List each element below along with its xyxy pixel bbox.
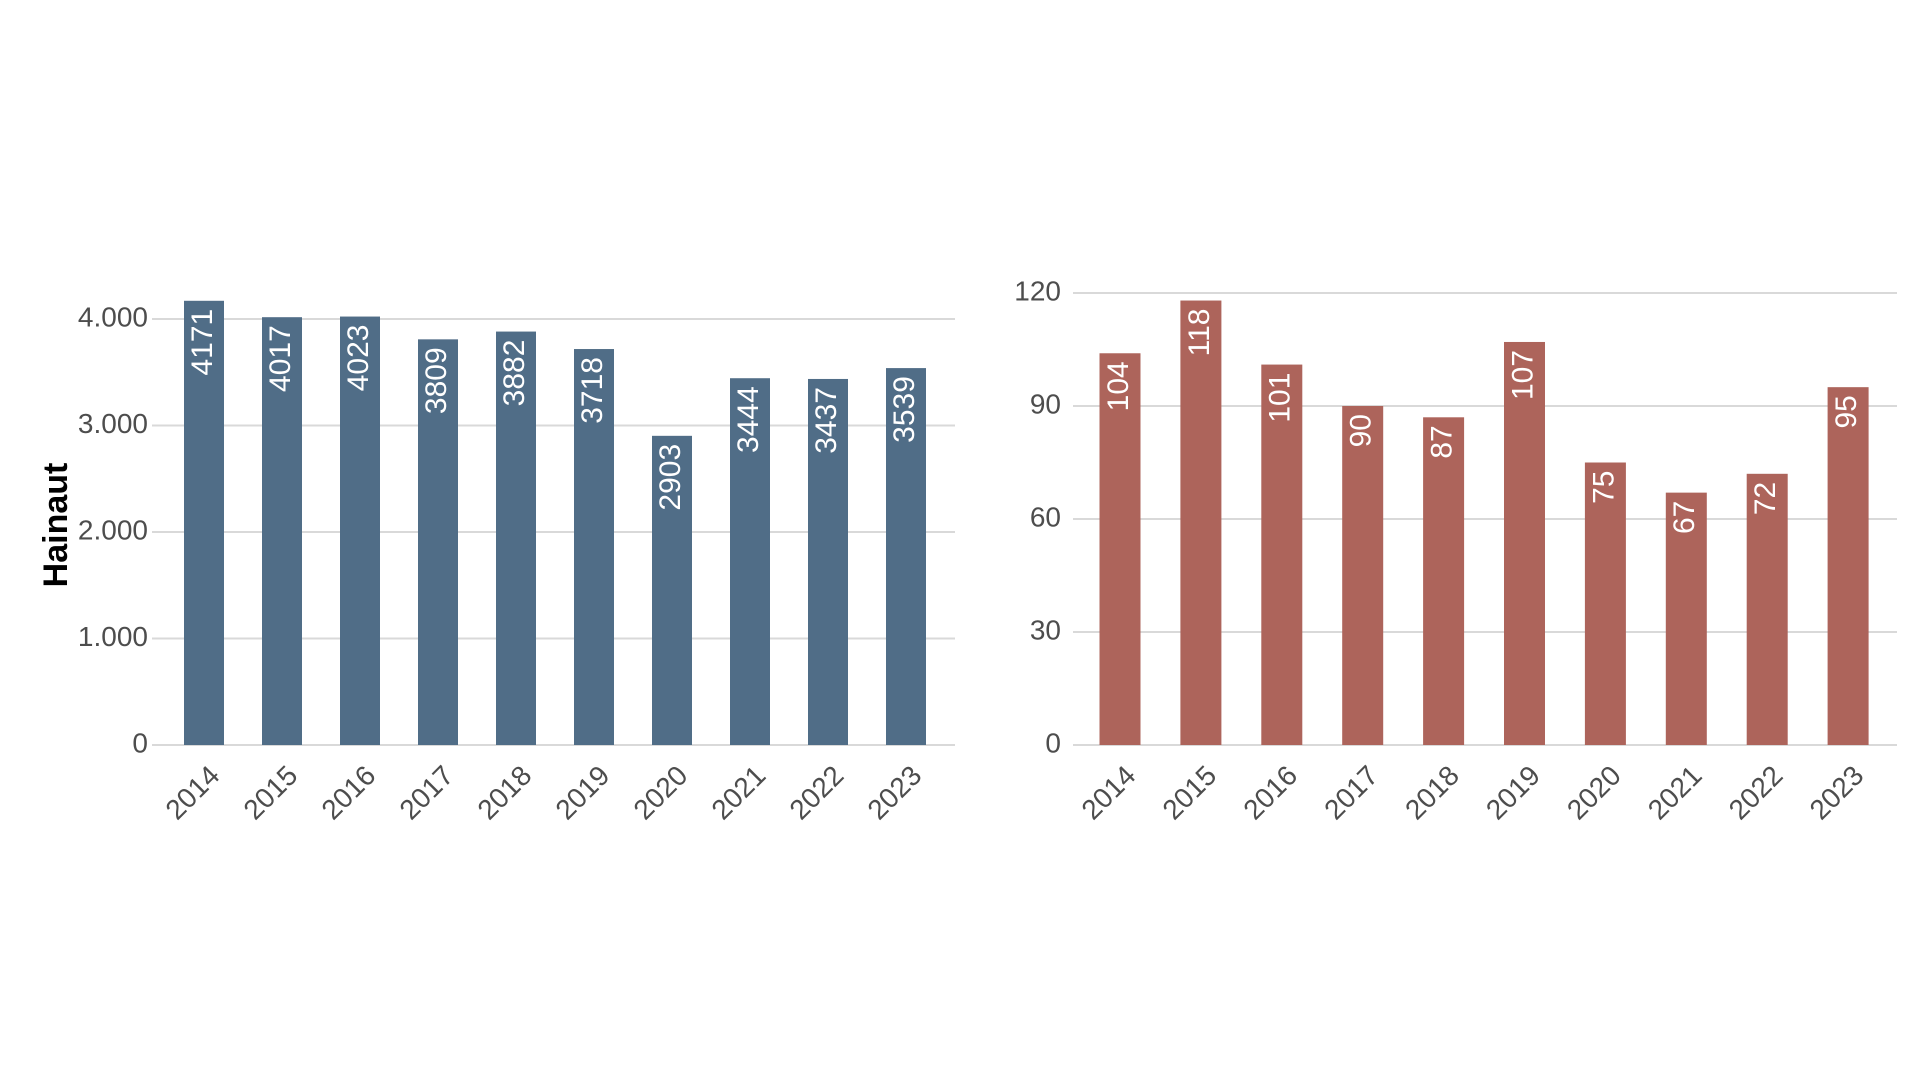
bar: [340, 316, 380, 745]
bar: [808, 378, 848, 745]
bar-value-label: 67: [1668, 501, 1701, 534]
bar: [1746, 473, 1788, 745]
y-tick-label: 120: [1014, 275, 1061, 306]
x-tick-label: 2018: [1399, 760, 1465, 826]
bar-value-label: 87: [1426, 425, 1459, 458]
y-tick-label: 4.000: [78, 301, 148, 332]
bar: [496, 331, 536, 745]
bar-value-label: 4171: [186, 309, 219, 376]
x-tick-label: 2021: [705, 760, 771, 826]
bar-value-label: 3809: [420, 347, 453, 414]
bar: [1180, 300, 1222, 745]
bar-value-label: 104: [1102, 361, 1135, 411]
bar: [574, 349, 614, 745]
x-tick-label: 2018: [471, 760, 537, 826]
x-tick-label: 2014: [1075, 760, 1141, 826]
x-tick-label: 2017: [393, 760, 459, 826]
y-tick-label: 3.000: [78, 408, 148, 439]
bar-value-label: 75: [1587, 471, 1620, 504]
bar-value-label: 95: [1830, 395, 1863, 428]
x-tick-label: 2015: [1156, 760, 1222, 826]
y-tick-label: 1.000: [78, 621, 148, 652]
x-tick-label: 2019: [1480, 760, 1546, 826]
bar: [418, 339, 458, 745]
x-tick-label: 2023: [1804, 760, 1870, 826]
x-tick-label: 2022: [1723, 760, 1789, 826]
bar: [1342, 406, 1384, 745]
x-tick-label: 2020: [1561, 760, 1627, 826]
bar-value-label: 3539: [888, 376, 921, 443]
x-tick-label: 2019: [549, 760, 615, 826]
bar-value-label: 3882: [498, 340, 531, 407]
bar: [886, 368, 926, 745]
bar-value-label: 3718: [576, 357, 609, 424]
x-tick-label: 2015: [237, 760, 303, 826]
chart-panel-hainaut-left: 4171 4017 4023 3809 3882 3718 2903 3444 3437 3539…: [37, 300, 955, 826]
y-axis-title: Hainaut: [37, 463, 75, 588]
x-tick-label: 2017: [1318, 760, 1384, 826]
bar: [652, 435, 692, 745]
bar: [1261, 364, 1303, 745]
x-tick-label: 2023: [861, 760, 927, 826]
bar: [1665, 492, 1707, 745]
x-tick-label: 2014: [159, 760, 225, 826]
x-tick-label: 2022: [783, 760, 849, 826]
bar: [262, 317, 302, 745]
bar: [1423, 417, 1465, 745]
bar-value-label: 118: [1183, 309, 1216, 357]
bar: [184, 300, 224, 745]
bar: [1827, 387, 1869, 745]
bar-value-label: 2903: [654, 444, 687, 511]
y-tick-label: 90: [1030, 388, 1061, 419]
y-tick-label: 0: [1045, 727, 1061, 758]
y-tick-label: 0: [132, 727, 148, 758]
bar-value-label: 107: [1506, 350, 1539, 400]
bar-value-label: 72: [1749, 482, 1782, 515]
bar: [1584, 462, 1626, 745]
bar-value-label: 3444: [732, 386, 765, 453]
bar-value-label: 90: [1345, 414, 1378, 447]
y-tick-label: 60: [1030, 501, 1061, 532]
bar: [730, 378, 770, 745]
bar-value-label: 3437: [810, 387, 843, 454]
x-tick-label: 2016: [1237, 760, 1303, 826]
bar-value-label: 4023: [342, 325, 375, 392]
bar-value-label: 4017: [264, 325, 297, 392]
x-tick-label: 2020: [627, 760, 693, 826]
x-tick-label: 2021: [1642, 760, 1708, 826]
chart-panel-right: 104 118 101 90 87 107 75 67 72 95 0 30 60 90 120 2014…: [1014, 275, 1897, 826]
bar-value-label: 101: [1264, 373, 1297, 423]
bar: [1099, 353, 1141, 745]
y-tick-label: 30: [1030, 614, 1061, 645]
x-tick-label: 2016: [315, 760, 381, 826]
bar: [1504, 341, 1545, 745]
y-tick-label: 2.000: [78, 514, 148, 545]
